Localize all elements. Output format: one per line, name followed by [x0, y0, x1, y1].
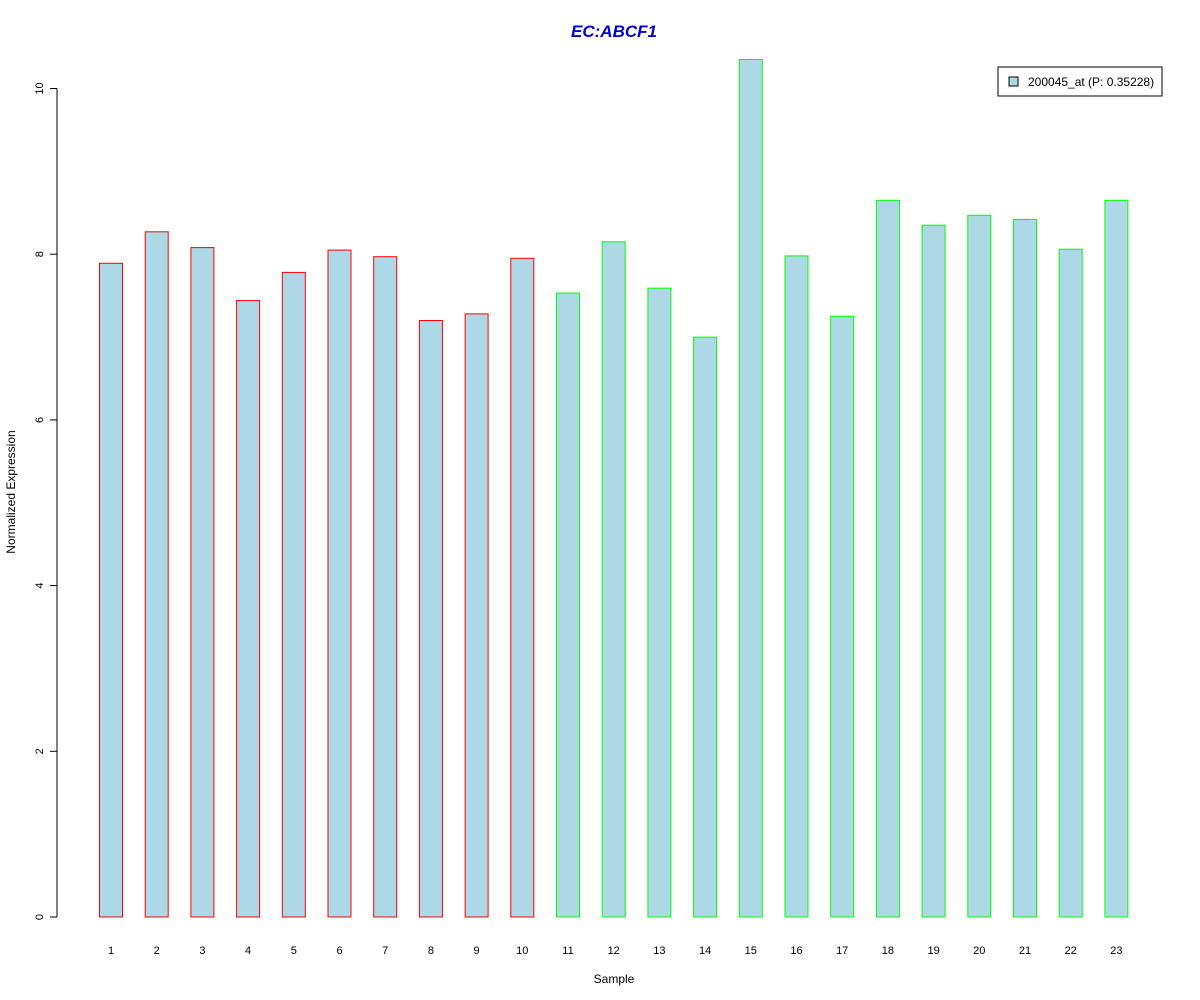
bar-sample-22: [1058, 248, 1083, 918]
chart-title: EC:ABCF1: [571, 22, 657, 41]
y-axis-label: Normalized Expression: [4, 430, 18, 553]
legend-swatch: [1008, 76, 1019, 87]
x-tick-label: 23: [1110, 945, 1122, 957]
x-tick-label: 5: [291, 945, 297, 957]
bar-sample-9: [464, 313, 489, 918]
bars: [99, 59, 1129, 918]
bar-sample-5: [281, 271, 306, 918]
x-axis-label: Sample: [594, 972, 635, 986]
x-tick-label: 10: [516, 945, 528, 957]
bar-sample-6: [327, 249, 352, 918]
x-tick-label: 9: [474, 945, 480, 957]
bar-sample-16: [784, 255, 809, 918]
bar-sample-2: [144, 231, 169, 918]
x-tick-label: 18: [882, 945, 894, 957]
x-tick-label: 19: [927, 945, 939, 957]
bar-sample-8: [418, 320, 443, 918]
bar-sample-18: [875, 199, 900, 918]
legend-label: 200045_at (P: 0.35228): [1028, 75, 1154, 89]
x-tick-label: 11: [562, 945, 573, 957]
bar-sample-3: [190, 247, 215, 918]
y-tick-label: 8: [34, 251, 46, 257]
x-tick-label: 21: [1019, 945, 1031, 957]
x-tick-labels: 1 2 3 4 5 6 7 8 9 10 11 12 13 14 15 16 17 18 19 20 21 22 23: [108, 945, 1123, 957]
x-tick-label: 1: [108, 945, 114, 957]
x-tick-label: 16: [790, 945, 802, 957]
x-tick-label: 13: [653, 945, 665, 957]
legend-box: [997, 66, 1163, 97]
bar-sample-21: [1013, 218, 1037, 918]
x-tick-label: 14: [699, 945, 711, 957]
x-tick-label: 20: [973, 945, 985, 957]
bar-sample-17: [830, 315, 855, 918]
bar-sample-15: [738, 59, 763, 918]
bar-sample-4: [236, 300, 261, 918]
y-tick-label: 10: [34, 82, 46, 94]
bar-sample-11: [556, 292, 580, 918]
bar-sample-20: [967, 214, 992, 918]
x-tick-label: 17: [836, 945, 848, 957]
bar-sample-1: [99, 262, 123, 918]
bar-sample-7: [373, 256, 398, 918]
x-tick-label: 15: [745, 945, 757, 957]
y-axis: 0 2 4 6 8 10: [34, 82, 58, 920]
bar-sample-13: [647, 287, 672, 918]
bar-sample-12: [601, 241, 626, 918]
legend: 200045_at (P: 0.35228): [997, 66, 1163, 97]
y-tick-label: 6: [34, 417, 46, 423]
x-tick-label: 12: [608, 945, 620, 957]
x-tick-label: 3: [199, 945, 205, 957]
bar-sample-23: [1104, 199, 1129, 918]
x-tick-label: 4: [245, 945, 251, 957]
y-tick-label: 4: [34, 583, 46, 589]
bar-sample-10: [510, 257, 535, 918]
x-tick-label: 8: [428, 945, 434, 957]
x-tick-label: 7: [382, 945, 388, 957]
bar-sample-14: [693, 336, 718, 918]
y-tick-label: 0: [34, 914, 46, 920]
x-tick-label: 22: [1065, 945, 1077, 957]
y-tick-label: 2: [34, 748, 46, 754]
x-tick-label: 6: [336, 945, 342, 957]
bar-sample-19: [921, 224, 946, 918]
x-tick-label: 2: [154, 945, 160, 957]
